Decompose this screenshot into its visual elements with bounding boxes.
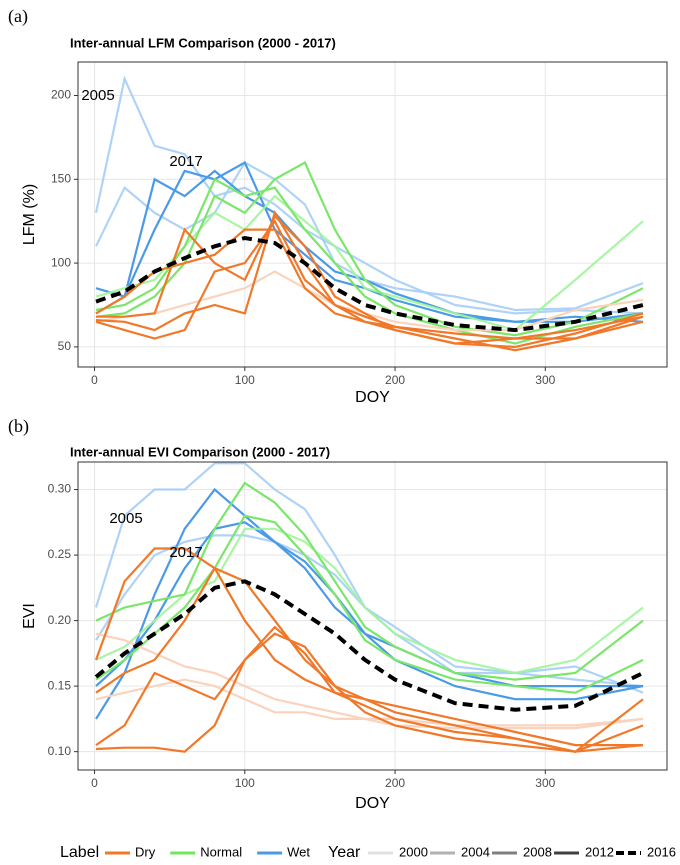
- y-tick-label: 150: [51, 171, 71, 185]
- legend-label: Wet: [287, 844, 310, 859]
- annotation: 2017: [169, 544, 202, 561]
- line: [95, 487, 644, 720]
- panel-label: (a): [8, 6, 28, 27]
- x-tick-label: 100: [235, 373, 255, 387]
- y-axis-label: LFM (%): [21, 184, 38, 245]
- legend-label: Dry: [135, 844, 156, 859]
- x-tick-label: 200: [385, 373, 405, 387]
- chart-title: Inter-annual LFM Comparison (2000 - 2017…: [70, 35, 336, 50]
- dashed-line: [94, 579, 644, 712]
- line: [95, 219, 644, 352]
- x-tick-label: 0: [91, 373, 98, 387]
- annotation: 2005: [109, 510, 142, 527]
- legend-label: 2000: [399, 844, 428, 859]
- y-tick-label: 0.25: [48, 547, 72, 561]
- plot-border: [77, 461, 668, 771]
- x-tick-label: 300: [535, 373, 555, 387]
- line: [95, 527, 644, 675]
- y-tick-label: 0.20: [48, 613, 72, 627]
- panel-label: (b): [8, 416, 29, 437]
- y-axis-label: EVI: [21, 603, 38, 629]
- plot-area: [78, 462, 667, 770]
- x-tick-label: 100: [235, 776, 255, 790]
- y-tick-label: 0.30: [48, 482, 72, 496]
- line: [95, 177, 644, 345]
- line: [95, 632, 644, 727]
- legend-label: Normal: [200, 844, 242, 859]
- line: [95, 632, 644, 753]
- dashed-line: [95, 235, 644, 333]
- chart-title: Inter-annual EVI Comparison (2000 - 2017…: [70, 444, 330, 459]
- y-tick-label: 100: [51, 255, 71, 269]
- plot-border: [77, 61, 668, 368]
- line: [95, 625, 644, 753]
- line: [95, 521, 643, 688]
- x-axis-label: DOY: [355, 795, 390, 812]
- legend-title: Label: [60, 844, 99, 861]
- y-tick-label: 200: [51, 88, 71, 102]
- line: [94, 462, 644, 688]
- legend-label: 2008: [523, 844, 552, 859]
- line: [94, 547, 643, 747]
- line: [95, 566, 644, 753]
- y-tick-label: 50: [58, 339, 72, 353]
- x-tick-label: 200: [385, 776, 405, 790]
- legend-title: Year: [328, 844, 361, 861]
- legend-label: 2004: [461, 844, 490, 859]
- x-axis-label: DOY: [355, 389, 390, 406]
- x-tick-label: 0: [91, 776, 98, 790]
- annotation: 2017: [169, 153, 202, 170]
- x-tick-label: 300: [535, 776, 555, 790]
- y-tick-label: 0.10: [48, 744, 72, 758]
- legend-label: 2012: [585, 844, 614, 859]
- legend-label: 2016: [647, 844, 676, 859]
- line: [95, 160, 644, 323]
- line: [95, 228, 644, 345]
- y-tick-label: 0.15: [48, 678, 72, 692]
- annotation: 2005: [81, 87, 114, 104]
- line: [95, 161, 644, 312]
- line: [95, 481, 644, 681]
